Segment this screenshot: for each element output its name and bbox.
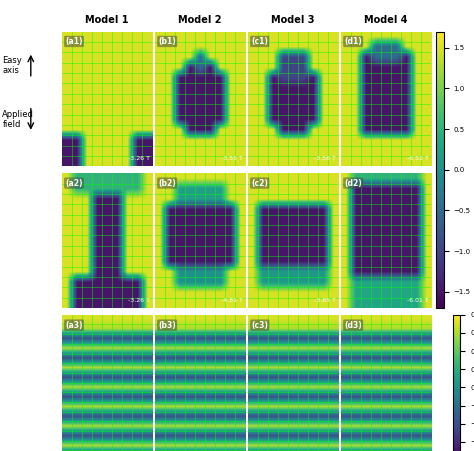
Text: (b3): (b3) [158,321,176,330]
Text: Easy
axis: Easy axis [2,55,22,75]
Text: (d1): (d1) [344,37,362,46]
Text: (c3): (c3) [251,321,268,330]
Text: (d2): (d2) [344,179,362,188]
Text: (a3): (a3) [65,321,83,330]
Text: Model 4: Model 4 [364,15,408,25]
Text: -3.26 T: -3.26 T [128,156,150,161]
Text: Model 2: Model 2 [178,15,222,25]
Text: (d3): (d3) [344,321,362,330]
Text: -4.81 T: -4.81 T [221,298,243,303]
Text: (a2): (a2) [65,179,83,188]
Text: -6.52 T: -6.52 T [407,156,428,161]
Text: (c2): (c2) [251,179,268,188]
Text: Applied
field: Applied field [2,110,34,129]
Text: (c1): (c1) [251,37,268,46]
Text: (b1): (b1) [158,37,176,46]
Text: (b2): (b2) [158,179,176,188]
Text: Model 1: Model 1 [85,15,129,25]
Text: -3.55 T: -3.55 T [221,156,243,161]
Text: Model 3: Model 3 [271,15,315,25]
Text: -3.26 T: -3.26 T [128,298,150,303]
Text: -3.85 T: -3.85 T [314,298,336,303]
Text: (a1): (a1) [65,37,83,46]
Text: -3.56 T: -3.56 T [314,156,336,161]
Text: -6.01 T: -6.01 T [407,298,428,303]
